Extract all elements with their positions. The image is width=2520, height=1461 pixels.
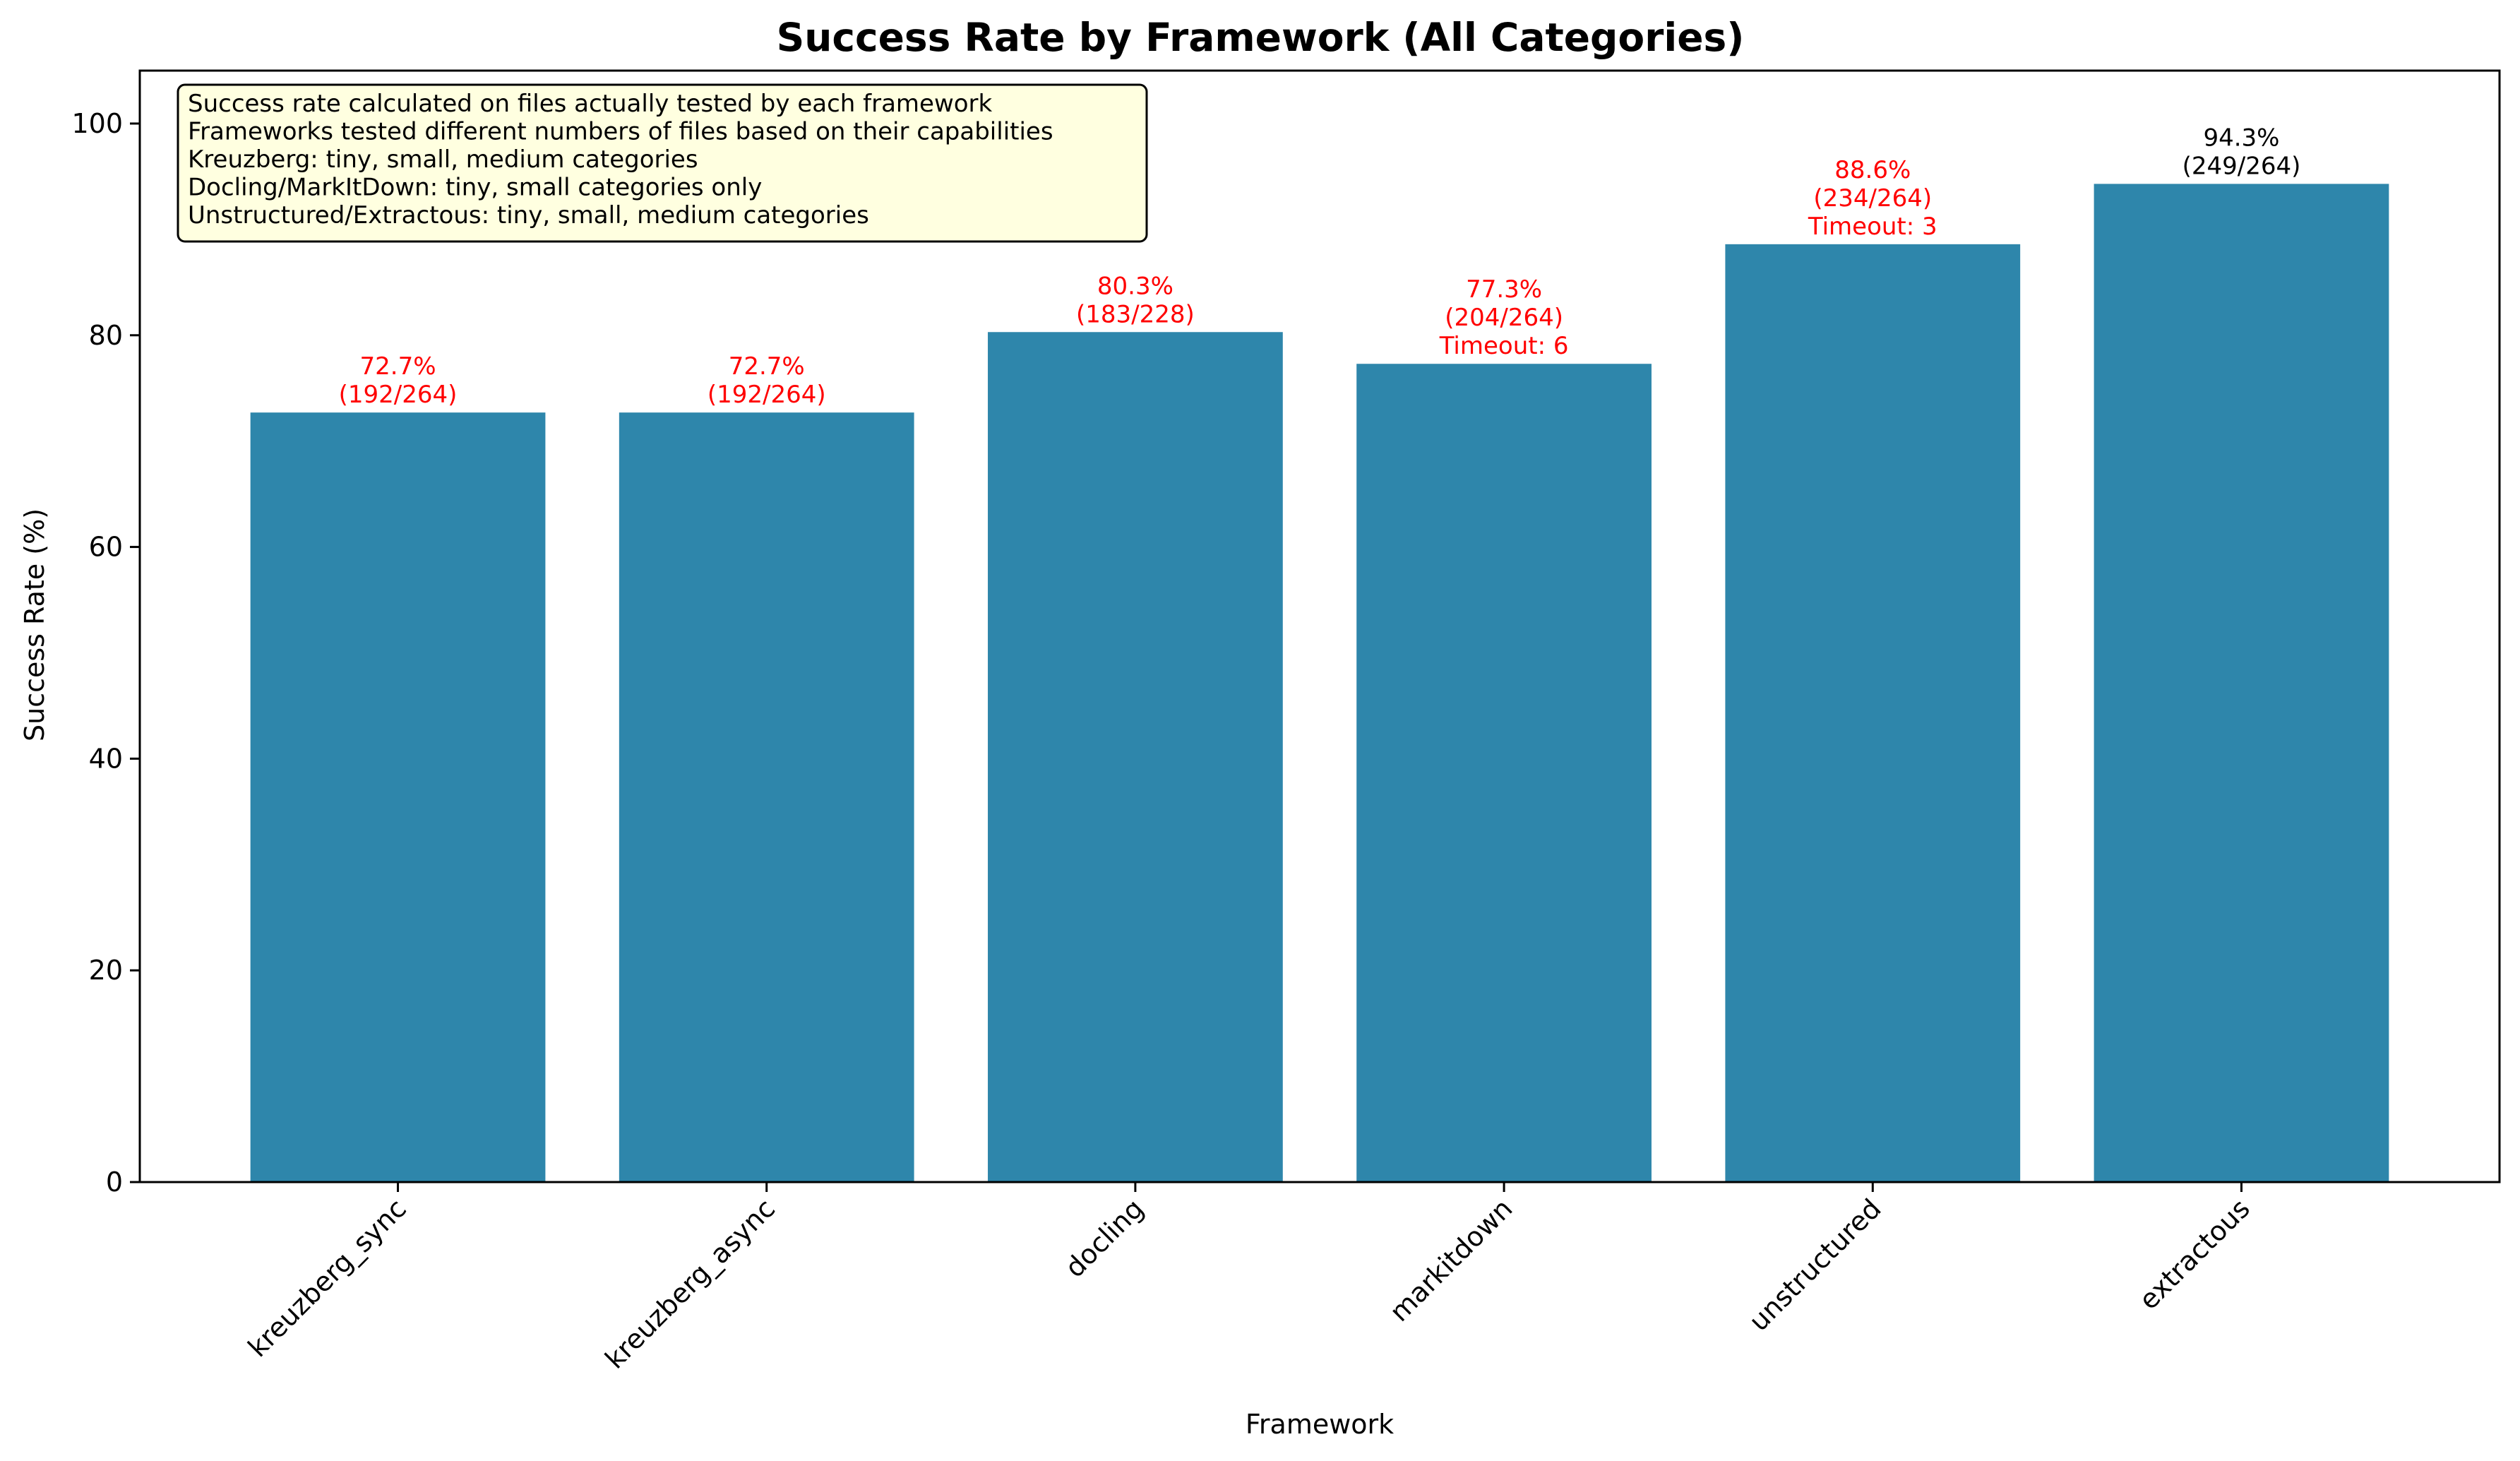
bar-value-label: 88.6% [1834,156,1911,184]
chart-title: Success Rate by Framework (All Categorie… [777,15,1745,60]
bar-unstructured [1725,244,2021,1183]
bar-value-label: (192/264) [707,381,826,409]
y-tick-label: 20 [89,955,123,986]
x-tick-label: unstructured [1743,1193,1887,1337]
bar-value-label: 94.3% [2203,124,2279,152]
bar-value-label: (204/264) [1445,304,1563,332]
note-line: Kreuzberg: tiny, small, medium categorie… [188,145,698,174]
note-line: Docling/MarkItDown: tiny, small categori… [188,174,762,202]
note-box-background [177,83,1148,243]
bar-value-label: (192/264) [339,381,458,409]
note-line: Success rate calculated on files actuall… [188,90,993,118]
y-axis-label: Success Rate (%) [19,508,50,741]
y-tick-label: 100 [71,108,123,139]
x-tick-label: kreuzberg_sync [242,1193,412,1363]
bars-layer [250,184,2389,1183]
x-axis-label: Framework [1246,1409,1394,1440]
bar-kreuzberg_async [619,412,914,1182]
bar-value-label: 72.7% [729,352,805,381]
bar-labels-layer: 72.7%(192/264)72.7%(192/264)80.3%(183/22… [339,124,2301,409]
y-tick-label: 60 [89,532,123,563]
plot-frame [138,69,2501,1183]
bar-value-label: Timeout: 3 [1808,213,1937,241]
y-tick-label: 80 [89,320,123,351]
bar-value-label: 80.3% [1097,272,1174,300]
bar-value-label: 72.7% [360,352,436,381]
x-tick-label: docling [1059,1193,1149,1283]
y-tick-label: 0 [106,1167,123,1198]
bar-kreuzberg_sync [250,412,546,1182]
bar-value-label: Timeout: 6 [1439,332,1569,360]
bar-value-label: (234/264) [1813,184,1932,213]
y-tick-label: 40 [89,743,123,774]
bar-extractous [2094,184,2389,1183]
bar-docling [988,332,1283,1182]
x-tick-label: kreuzberg_async [599,1193,781,1375]
x-tick-label: markitdown [1384,1193,1519,1328]
note-line: Unstructured/Extractous: tiny, small, me… [188,201,869,229]
note-box: Success rate calculated on files actuall… [177,83,1148,243]
bar-markitdown [1356,364,1652,1182]
note-line: Frameworks tested different numbers of f… [188,118,1053,146]
x-tick-label: extractous [2133,1193,2256,1316]
bar-value-label: 77.3% [1466,275,1542,304]
bar-value-label: (249/264) [2182,152,2301,180]
bar-value-label: (183/228) [1076,300,1195,328]
